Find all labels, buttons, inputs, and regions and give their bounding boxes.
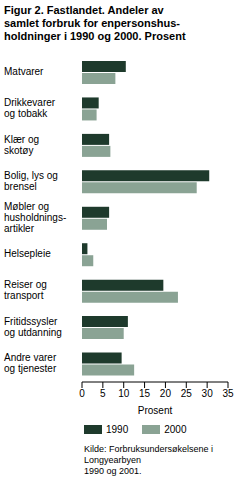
svg-text:10: 10 [118,388,130,399]
html-text:Figur 2. Fastlandet. Andeler a: Figur 2. Fastlandet. Andeler av samlet f… [4,4,186,42]
html-text:2000: 2000 [164,424,187,435]
svg-text:25: 25 [181,388,193,399]
svg-text:Prosent: Prosent [138,405,173,416]
svg-text:Fritidssyslerog utdanning: Fritidssyslerog utdanning [4,315,62,337]
svg-text:Helsepleie: Helsepleie [4,248,51,259]
svg-text:0: 0 [79,388,85,399]
svg-text:Drikkevarerog tobakk: Drikkevarerog tobakk [4,97,56,119]
svg-text:5: 5 [100,388,106,399]
svg-text:30: 30 [202,388,214,399]
html-text:Kilde: Forbruksundersøkelsene: Kilde: Forbruksundersøkelsene i Longyear… [84,444,214,476]
svg-text:Andre varerog tjenester: Andre varerog tjenester [4,352,57,374]
svg-text:Matvarer: Matvarer [4,66,44,77]
html-text:1990: 1990 [106,424,129,435]
svg-text:Klær ogskotøy: Klær ogskotøy [4,133,39,155]
svg-text:35: 35 [222,388,234,399]
svg-text:15: 15 [139,388,151,399]
svg-text:20: 20 [160,388,172,399]
svg-text:Bolig, lys ogbrensel: Bolig, lys ogbrensel [4,170,58,192]
svg-text:Møbler oghusholdnings-artikler: Møbler oghusholdnings-artikler [4,201,66,234]
svg-text:Reiser ogtransport: Reiser ogtransport [4,279,47,301]
